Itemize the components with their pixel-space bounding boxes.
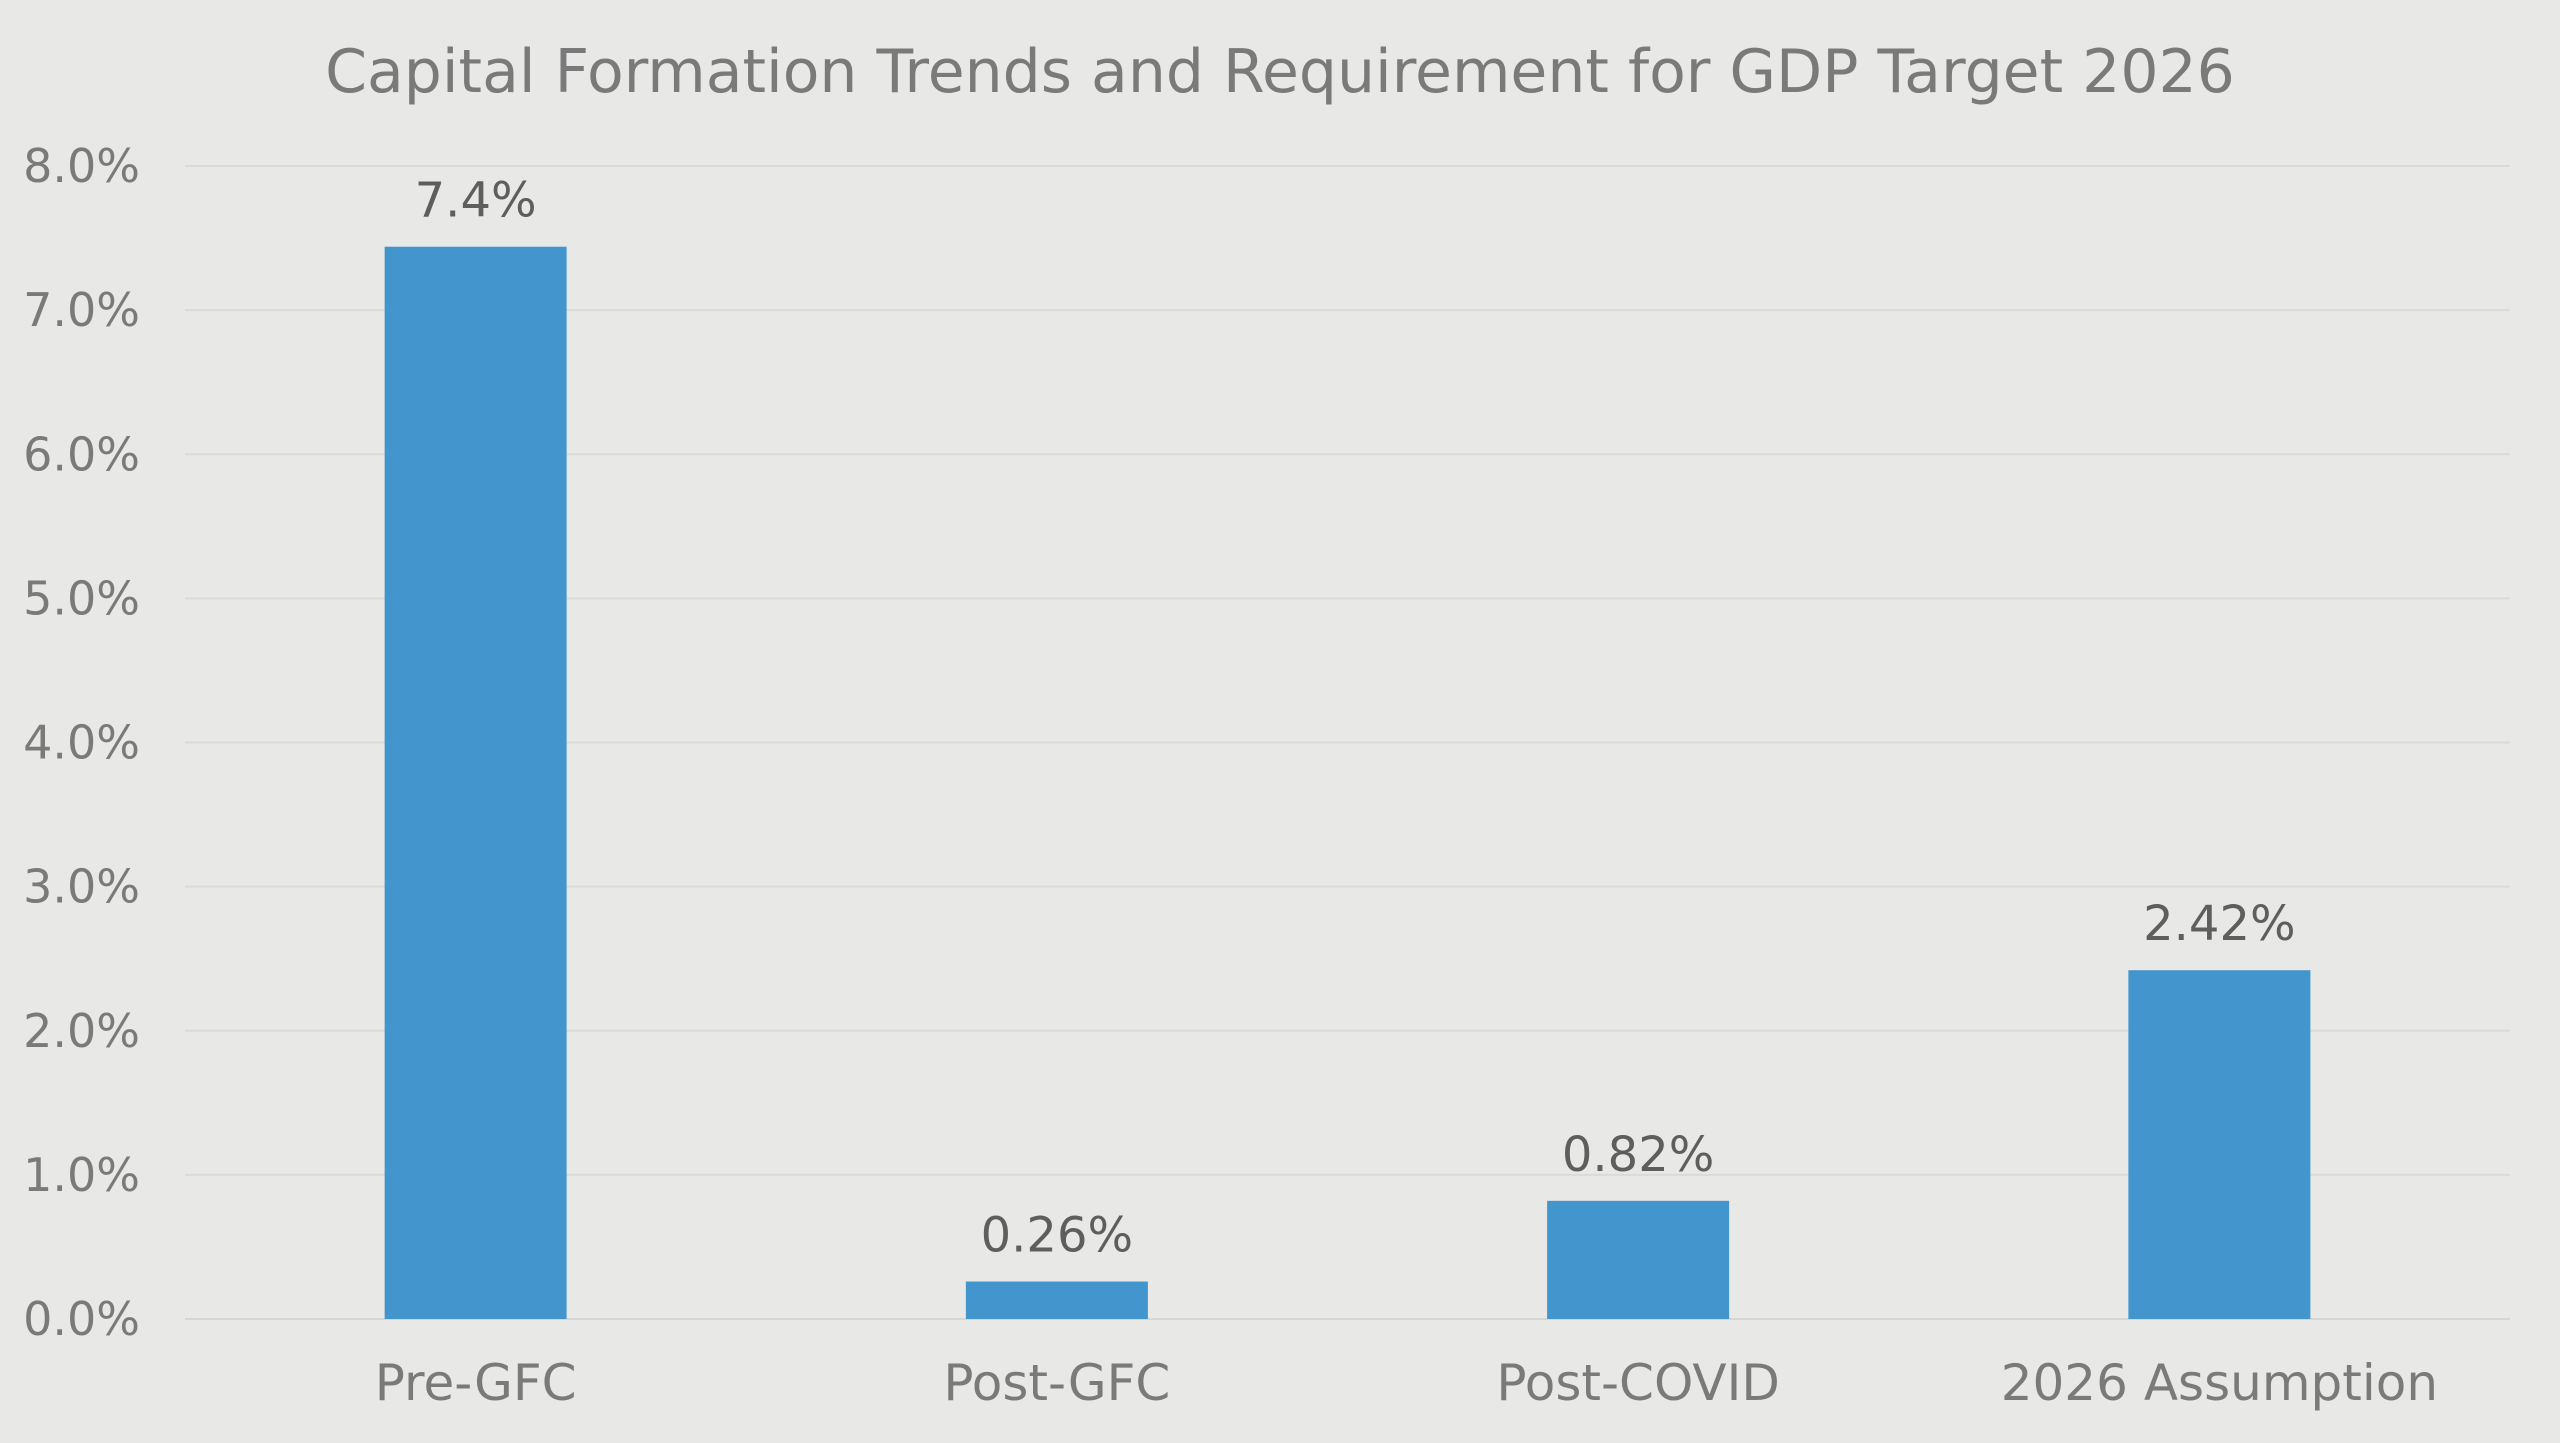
labels: 0.0% 1.0% 2.0% 3.0% 4.0% 5.0% 6.0% 7.0% 8.0% 7.4%… <box>23 139 2438 1412</box>
gridlines <box>185 165 2510 1320</box>
y-tick-label: 5.0% <box>23 571 140 625</box>
data-label: 2.42% <box>2143 896 2295 952</box>
x-tick-label: Pre-GFC <box>375 1354 577 1412</box>
bar <box>2128 970 2311 1319</box>
bars <box>384 246 2311 1320</box>
bar <box>965 1281 1148 1319</box>
x-tick-label: 2026 Assumption <box>2001 1354 2438 1412</box>
data-label: 7.4% <box>415 173 537 229</box>
y-tick-label: 7.0% <box>23 283 140 337</box>
data-label: 0.26% <box>981 1208 1133 1264</box>
y-tick-label: 4.0% <box>23 716 140 770</box>
data-label: 0.82% <box>1562 1127 1714 1183</box>
y-tick-label: 2.0% <box>23 1004 140 1058</box>
x-tick-label: Post-COVID <box>1496 1354 1780 1412</box>
y-tick-label: 1.0% <box>23 1148 140 1202</box>
bar <box>384 246 567 1320</box>
y-tick-label: 3.0% <box>23 860 140 914</box>
chart-title: Capital Formation Trends and Requirement… <box>325 37 2235 107</box>
x-tick-label: Post-GFC <box>943 1354 1170 1412</box>
bar <box>1547 1200 1730 1319</box>
y-tick-label: 0.0% <box>23 1292 140 1346</box>
y-tick-label: 6.0% <box>23 427 140 481</box>
y-tick-label: 8.0% <box>23 139 140 193</box>
